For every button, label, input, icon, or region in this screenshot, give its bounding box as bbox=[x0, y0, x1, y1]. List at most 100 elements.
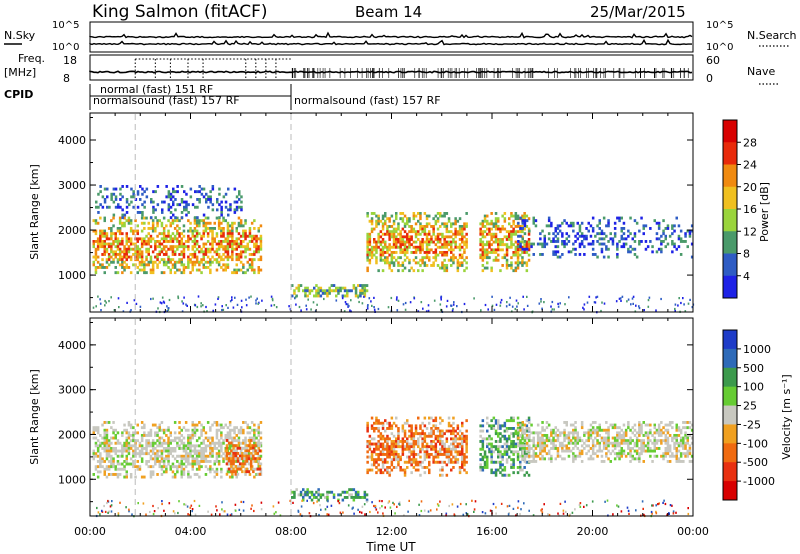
velocity-colorbar: 1000 500 100 25 -25 -100 -500 -1000 bbox=[722, 329, 775, 501]
velocity-echo-region-0 bbox=[92, 421, 263, 479]
velocity-echo-region-5 bbox=[517, 421, 694, 463]
cpid-segment-1: normalsound (fast) 157 RF bbox=[93, 94, 240, 107]
power-colorbar-swatch-3 bbox=[723, 186, 737, 210]
power-colorbar-tick-label-0: 4 bbox=[743, 270, 750, 283]
velocity-colorbar-swatch-5 bbox=[723, 424, 737, 444]
velocity-colorbar-tick-label-1: 500 bbox=[743, 362, 764, 375]
velocity-colorbar-tick-label-3: 25 bbox=[743, 400, 757, 413]
beam-label: Beam 14 bbox=[355, 3, 422, 21]
time-tick-label-5: 20:00 bbox=[577, 525, 609, 538]
date-label: 25/Mar/2015 bbox=[590, 3, 686, 21]
power-ytick-label-3: 4000 bbox=[58, 134, 86, 147]
nave-label: Nave bbox=[747, 65, 775, 78]
power-axes: 1000 2000 3000 4000 bbox=[58, 113, 694, 312]
power-colorbar-swatch-1 bbox=[723, 142, 737, 165]
power-colorbar-tick-label-2: 12 bbox=[743, 225, 757, 238]
time-axis-label: Time UT bbox=[365, 540, 416, 554]
velocity-colorbar-tick-label-7: -1000 bbox=[743, 475, 775, 488]
velocity-colorbar-swatch-2 bbox=[723, 367, 737, 388]
power-colorbar-tick-label-5: 24 bbox=[743, 159, 757, 172]
velocity-colorbar-tick-label-4: -25 bbox=[743, 418, 761, 431]
velocity-colorbar-swatch-0 bbox=[723, 330, 737, 350]
nsky-tick-high: 10^5 bbox=[52, 20, 79, 31]
power-echo-region-2 bbox=[291, 284, 369, 298]
power-ytick-label-0: 1000 bbox=[58, 269, 86, 282]
time-tick-label-2: 08:00 bbox=[275, 525, 307, 538]
velocity-colorbar-swatch-1 bbox=[723, 348, 737, 369]
time-tick-label-3: 12:00 bbox=[376, 525, 408, 538]
time-tick-label-6: 00:00 bbox=[677, 525, 709, 538]
nsearch-trace bbox=[89, 38, 692, 46]
power-colorbar-tick-label-6: 28 bbox=[743, 136, 757, 149]
power-colorbar-swatch-6 bbox=[723, 253, 737, 277]
nsky-trace bbox=[89, 31, 693, 39]
power-colorbar: 4 8 12 16 20 24 28 bbox=[722, 119, 757, 299]
time-tick-label-0: 00:00 bbox=[74, 525, 106, 538]
freq-tick-high: 18 bbox=[63, 54, 77, 67]
freq-panel-frame bbox=[89, 54, 694, 81]
power-colorbar-tick-label-1: 8 bbox=[743, 248, 750, 261]
power-colorbar-tick-label-4: 20 bbox=[743, 181, 757, 194]
power-speckle bbox=[92, 295, 695, 314]
nsearch-label: N.Search bbox=[747, 29, 797, 42]
power-echo-region-4 bbox=[479, 212, 531, 273]
velocity-colorbar-swatch-6 bbox=[723, 443, 737, 463]
velocity-colorbar-tick-label-0: 1000 bbox=[743, 343, 771, 356]
power-colorbar-tick-label-3: 16 bbox=[743, 203, 757, 216]
velocity-colorbar-tick-label-5: -100 bbox=[743, 437, 768, 450]
velocity-axes: 1000 2000 3000 4000 bbox=[58, 318, 694, 516]
nsky-label: N.Sky bbox=[4, 29, 36, 42]
velocity-colorbar-swatch-4 bbox=[723, 405, 737, 425]
power-colorbar-label: Power [dB] bbox=[758, 182, 771, 242]
time-tick-label-4: 16:00 bbox=[476, 525, 508, 538]
power-colorbar-swatch-5 bbox=[723, 231, 737, 254]
velocity-ytick-label-0: 1000 bbox=[58, 473, 86, 486]
power-ytick-label-1: 2000 bbox=[58, 224, 86, 237]
nsearch-tick-high: 10^5 bbox=[706, 20, 733, 31]
power-colorbar-swatch-7 bbox=[723, 275, 737, 299]
time-axis: 00:00 04:00 08:00 12:00 16:00 20:00 00:00 bbox=[74, 525, 709, 538]
velocity-ytick-label-2: 3000 bbox=[58, 384, 86, 397]
cpid-segment-2: normal (fast) 151 RF bbox=[100, 83, 213, 96]
velocity-echo-region-1 bbox=[225, 439, 262, 476]
nsearch-tick-low: 10^0 bbox=[706, 42, 733, 53]
power-colorbar-swatch-2 bbox=[723, 164, 737, 188]
power-echo-region-0 bbox=[92, 216, 263, 275]
velocity-colorbar-swatch-8 bbox=[723, 481, 737, 501]
freq-traces bbox=[89, 58, 693, 78]
power-panel-frame bbox=[89, 112, 694, 313]
velocity-ytick-label-3: 4000 bbox=[58, 339, 86, 352]
nave-tick-high: 60 bbox=[706, 54, 720, 67]
freq-label: Freq. bbox=[18, 52, 45, 65]
freq-unit-label: [MHz] bbox=[4, 66, 36, 79]
cpid-label: CPID bbox=[4, 88, 33, 101]
power-ylabel: Slant Range [km] bbox=[28, 164, 41, 260]
velocity-speckle bbox=[95, 499, 690, 518]
velocity-colorbar-frame bbox=[722, 329, 738, 501]
velocity-colorbar-label: Velocity [m s⁻¹] bbox=[780, 374, 793, 459]
power-echo-region-1 bbox=[95, 185, 243, 220]
velocity-echo-region-2 bbox=[291, 488, 369, 502]
freq-tick-low: 8 bbox=[63, 72, 70, 85]
velocity-echo-region-3 bbox=[366, 416, 468, 477]
velocity-echo-field bbox=[92, 416, 694, 518]
power-echo-region-3 bbox=[366, 212, 468, 273]
velocity-colorbar-tick-label-6: -500 bbox=[743, 456, 768, 469]
velocity-ytick-label-1: 2000 bbox=[58, 428, 86, 441]
power-echo-field bbox=[92, 185, 695, 314]
station-title: King Salmon (fitACF) bbox=[92, 2, 268, 22]
velocity-ylabel: Slant Range [km] bbox=[28, 369, 41, 465]
power-ytick-label-2: 3000 bbox=[58, 179, 86, 192]
power-echo-region-5 bbox=[517, 216, 694, 259]
cpid-segment-3: normalsound (fast) 157 RF bbox=[294, 94, 441, 107]
velocity-colorbar-tick-label-2: 100 bbox=[743, 381, 764, 394]
nsky-tick-low: 10^0 bbox=[52, 42, 79, 53]
freq-trace bbox=[89, 70, 693, 74]
power-colorbar-swatch-4 bbox=[723, 209, 737, 232]
power-colorbar-swatch-0 bbox=[723, 120, 737, 143]
nave-tick-low: 0 bbox=[706, 72, 713, 85]
noise-traces bbox=[89, 31, 693, 46]
velocity-colorbar-swatch-3 bbox=[723, 386, 737, 407]
velocity-colorbar-swatch-7 bbox=[723, 462, 737, 482]
